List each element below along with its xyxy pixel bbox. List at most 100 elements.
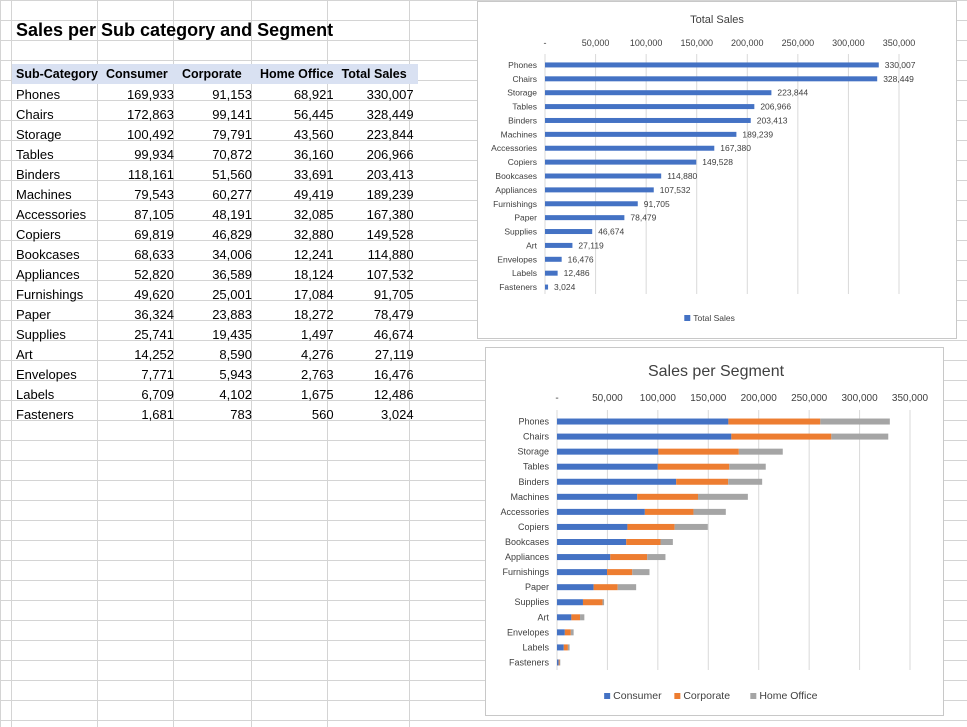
total-sales-chart[interactable]: Total Sales - 50,000 100,000 150,000 200,000 2… bbox=[477, 1, 957, 339]
value-cell[interactable]: 52,820 bbox=[134, 266, 174, 282]
value-cell[interactable]: 68,633 bbox=[134, 246, 174, 262]
value-cell[interactable]: 14,252 bbox=[134, 346, 174, 362]
value-cell[interactable]: 23,883 bbox=[212, 306, 252, 322]
value-cell[interactable]: 78,479 bbox=[373, 306, 414, 322]
value-cell[interactable]: 118,161 bbox=[127, 166, 174, 182]
value-cell[interactable]: 49,620 bbox=[134, 286, 174, 302]
subcategory-cell[interactable]: Machines bbox=[16, 186, 72, 202]
subcategory-cell[interactable]: Envelopes bbox=[16, 366, 77, 382]
value-cell[interactable]: 560 bbox=[311, 406, 334, 422]
subcategory-cell[interactable]: Fasteners bbox=[16, 406, 74, 422]
value-cell[interactable]: 32,880 bbox=[293, 226, 334, 242]
value-cell[interactable]: 12,241 bbox=[293, 246, 334, 262]
value-cell[interactable]: 18,272 bbox=[293, 306, 334, 322]
x-tick-label: 300,000 bbox=[841, 393, 878, 404]
value-cell[interactable]: 68,921 bbox=[293, 86, 334, 102]
value-cell[interactable]: 4,276 bbox=[301, 346, 334, 362]
value-cell[interactable]: 8,590 bbox=[219, 346, 252, 362]
value-cell[interactable]: 167,380 bbox=[366, 206, 414, 222]
x-tick-label: 350,000 bbox=[883, 38, 916, 48]
value-cell[interactable]: 2,763 bbox=[301, 366, 334, 382]
value-cell[interactable]: 149,528 bbox=[366, 226, 414, 242]
value-cell[interactable]: 79,543 bbox=[134, 186, 174, 202]
value-cell[interactable]: 49,419 bbox=[293, 186, 334, 202]
value-cell[interactable]: 1,681 bbox=[141, 406, 174, 422]
header-cell[interactable]: Sub-Category bbox=[12, 64, 102, 84]
value-cell[interactable]: 107,532 bbox=[366, 266, 414, 282]
subcategory-cell[interactable]: Copiers bbox=[16, 226, 61, 242]
subcategory-cell[interactable]: Appliances bbox=[16, 266, 80, 282]
value-cell[interactable]: 203,413 bbox=[366, 166, 414, 182]
value-cell[interactable]: 114,880 bbox=[367, 246, 414, 262]
value-cell[interactable]: 91,153 bbox=[212, 86, 252, 102]
value-cell[interactable]: 36,324 bbox=[134, 306, 174, 322]
value-cell[interactable]: 12,486 bbox=[373, 386, 414, 402]
data-label: 149,528 bbox=[702, 157, 733, 167]
subcategory-cell[interactable]: Supplies bbox=[16, 326, 66, 342]
value-cell[interactable]: 25,001 bbox=[212, 286, 252, 302]
subcategory-cell[interactable]: Labels bbox=[16, 386, 55, 402]
value-cell[interactable]: 783 bbox=[230, 406, 252, 422]
value-cell[interactable]: 100,492 bbox=[126, 126, 174, 142]
subcategory-cell[interactable]: Paper bbox=[16, 306, 51, 322]
value-cell[interactable]: 328,449 bbox=[366, 106, 414, 122]
value-cell[interactable]: 169,933 bbox=[126, 86, 174, 102]
bar bbox=[632, 569, 650, 576]
subcategory-cell[interactable]: Furnishings bbox=[16, 286, 84, 302]
value-cell[interactable]: 18,124 bbox=[293, 266, 334, 282]
value-cell[interactable]: 4,102 bbox=[219, 386, 252, 402]
header-cell[interactable]: Home Office bbox=[255, 64, 338, 84]
value-cell[interactable]: 3,024 bbox=[381, 406, 414, 422]
bar bbox=[660, 539, 673, 545]
value-cell[interactable]: 25,741 bbox=[134, 326, 174, 342]
subcategory-cell[interactable]: Storage bbox=[16, 126, 62, 142]
value-cell[interactable]: 33,691 bbox=[293, 166, 334, 182]
value-cell[interactable]: 48,191 bbox=[212, 206, 252, 222]
sales-per-segment-chart[interactable]: Sales per Segment - 50,000 100,000 150,000 20… bbox=[485, 347, 944, 716]
value-cell[interactable]: 17,084 bbox=[293, 286, 334, 302]
value-cell[interactable]: 223,844 bbox=[366, 126, 414, 142]
value-cell[interactable]: 5,943 bbox=[219, 366, 252, 382]
value-cell[interactable]: 91,705 bbox=[373, 286, 414, 302]
legend-label: Home Office bbox=[759, 690, 817, 702]
value-cell[interactable]: 189,239 bbox=[366, 186, 414, 202]
value-cell[interactable]: 36,160 bbox=[293, 146, 334, 162]
value-cell[interactable]: 172,863 bbox=[126, 106, 174, 122]
data-label: 223,844 bbox=[777, 88, 808, 98]
value-cell[interactable]: 330,007 bbox=[366, 86, 414, 102]
value-cell[interactable]: 99,141 bbox=[212, 106, 252, 122]
value-cell[interactable]: 46,829 bbox=[212, 226, 252, 242]
subcategory-cell[interactable]: Bookcases bbox=[16, 246, 80, 262]
value-cell[interactable]: 51,560 bbox=[212, 166, 252, 182]
value-cell[interactable]: 34,006 bbox=[212, 246, 252, 262]
value-cell[interactable]: 69,819 bbox=[134, 226, 174, 242]
value-cell[interactable]: 36,589 bbox=[212, 266, 252, 282]
value-cell[interactable]: 19,435 bbox=[212, 326, 252, 342]
legend-swatch bbox=[674, 693, 681, 699]
value-cell[interactable]: 1,497 bbox=[301, 326, 334, 342]
value-cell[interactable]: 79,791 bbox=[212, 126, 252, 142]
value-cell[interactable]: 1,675 bbox=[301, 386, 334, 402]
header-cell[interactable]: Total Sales bbox=[337, 64, 418, 84]
value-cell[interactable]: 99,934 bbox=[134, 146, 174, 162]
value-cell[interactable]: 87,105 bbox=[134, 206, 174, 222]
value-cell[interactable]: 16,476 bbox=[373, 366, 414, 382]
value-cell[interactable]: 46,674 bbox=[373, 326, 414, 342]
value-cell[interactable]: 32,085 bbox=[293, 206, 334, 222]
value-cell[interactable]: 56,445 bbox=[293, 106, 334, 122]
value-cell[interactable]: 43,560 bbox=[293, 126, 334, 142]
subcategory-cell[interactable]: Chairs bbox=[16, 106, 54, 122]
value-cell[interactable]: 27,119 bbox=[374, 346, 414, 362]
value-cell[interactable]: 6,709 bbox=[141, 386, 174, 402]
subcategory-cell[interactable]: Accessories bbox=[16, 206, 87, 222]
value-cell[interactable]: 70,872 bbox=[212, 146, 252, 162]
value-cell[interactable]: 60,277 bbox=[212, 186, 252, 202]
header-cell[interactable]: Corporate bbox=[177, 64, 256, 84]
subcategory-cell[interactable]: Art bbox=[16, 346, 33, 362]
header-cell[interactable]: Consumer bbox=[101, 64, 178, 84]
subcategory-cell[interactable]: Phones bbox=[16, 86, 61, 102]
subcategory-cell[interactable]: Tables bbox=[16, 146, 54, 162]
subcategory-cell[interactable]: Binders bbox=[16, 166, 61, 182]
value-cell[interactable]: 206,966 bbox=[366, 146, 414, 162]
value-cell[interactable]: 7,771 bbox=[141, 366, 174, 382]
